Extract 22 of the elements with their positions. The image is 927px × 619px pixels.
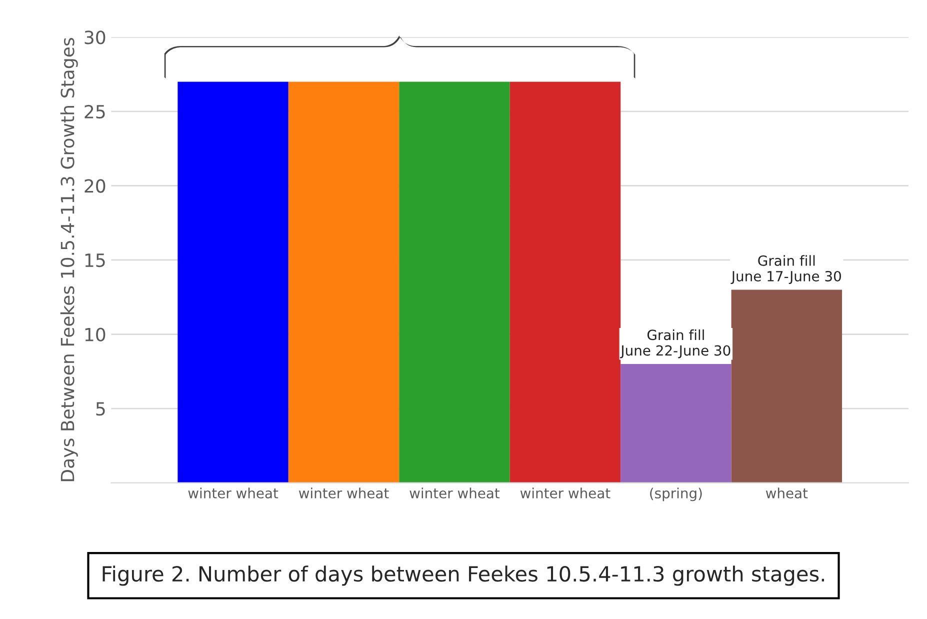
x-tick-label: winter wheat (520, 488, 610, 498)
bar (510, 82, 621, 483)
y-axis-title: Days Between Feekes 10.5.4-11.3 Growth Stages (60, 38, 78, 482)
x-tick-label: winter wheat (298, 488, 389, 498)
caption: Figure 2. Number of days between Feekes 10.5.4-11.3 growth stages. (102, 566, 824, 586)
bar (288, 82, 400, 483)
annotation: Grain fill June 22-June 30 (620, 329, 730, 358)
bar (731, 290, 842, 483)
y-tick-label: 30 (84, 30, 106, 44)
y-tick-label: 5 (96, 402, 105, 416)
y-tick-label: 20 (84, 179, 106, 193)
y-tick-label: 15 (85, 254, 105, 268)
bar (399, 82, 510, 483)
x-tick-label: winter wheat (188, 488, 278, 498)
x-tick-label: wheat (766, 488, 808, 498)
y-tick-label: 10 (85, 328, 106, 342)
x-tick-label: winter wheat (410, 488, 500, 498)
annotation: Grain fill June 17-June 30 (730, 255, 841, 284)
y-tick-label: 25 (84, 104, 105, 119)
bar (178, 82, 288, 483)
x-tick-label: (spring) (650, 488, 702, 502)
bar (620, 364, 732, 483)
